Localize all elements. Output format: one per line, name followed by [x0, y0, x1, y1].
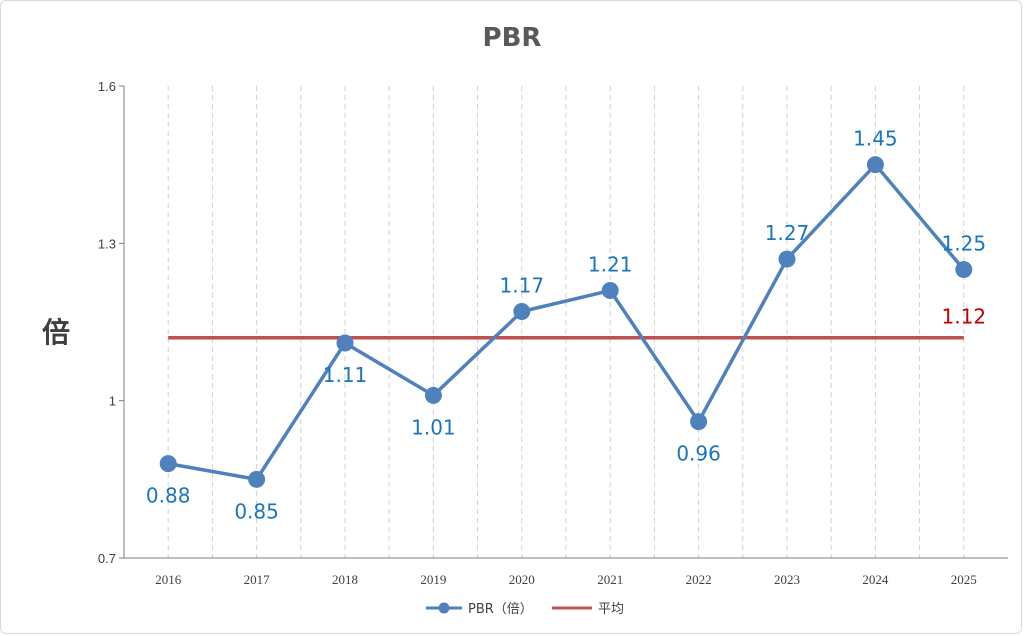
pbr-series-line — [167, 162, 966, 482]
average-data-label: 1.12 — [942, 305, 987, 329]
pbr-data-label: 1.01 — [411, 415, 456, 439]
chart-title: PBR — [483, 23, 542, 53]
pbr-data-point — [866, 156, 884, 174]
pbr-data-point — [513, 303, 531, 321]
pbr-data-point — [601, 282, 619, 300]
pbr-data-label: 1.17 — [500, 274, 545, 298]
y-tick-label: 1 — [109, 394, 116, 409]
pbr-data-point — [690, 413, 708, 431]
x-tick-label: 2018 — [332, 572, 358, 587]
x-tick-label: 2024 — [862, 572, 889, 587]
y-tick-label: 1.6 — [98, 79, 116, 94]
axes: 0.7 1 1.3 1.6 2016 2017 2018 2019 2020 2021 2022 20… — [98, 79, 1008, 587]
pbr-data-point — [778, 250, 796, 268]
x-tick-label: 2023 — [774, 572, 800, 587]
x-tick-label: 2017 — [244, 572, 271, 587]
pbr-data-label: 0.88 — [146, 484, 191, 508]
legend-pbr-marker — [438, 602, 450, 614]
legend: PBR（倍） 平均 — [426, 602, 624, 617]
x-tick-label: 2019 — [420, 572, 446, 587]
grid-lines — [167, 86, 965, 558]
pbr-data-label: 0.96 — [676, 442, 721, 466]
pbr-data-point — [159, 455, 177, 473]
pbr-data-point — [424, 386, 442, 404]
pbr-data-label: 1.45 — [853, 127, 898, 151]
pbr-data-label: 1.21 — [588, 253, 633, 277]
y-tick-label: 0.7 — [98, 551, 116, 566]
series-layer — [159, 156, 973, 488]
pbr-data-label: 1.27 — [765, 221, 810, 245]
legend-average-label: 平均 — [598, 602, 624, 617]
y-axis-label: 倍 — [42, 316, 70, 349]
data-labels: 1.12 0.88 0.85 1.11 1.01 1.17 1.21 0.96 1.27 1.45… — [146, 127, 986, 524]
x-tick-label: 2021 — [597, 572, 623, 587]
x-tick-label: 2016 — [155, 572, 182, 587]
pbr-data-point — [336, 334, 354, 352]
y-tick-label: 1.3 — [98, 236, 116, 251]
x-tick-label: 2020 — [509, 572, 535, 587]
pbr-data-label: 1.11 — [323, 363, 368, 387]
pbr-data-point — [248, 470, 266, 488]
legend-pbr-label: PBR（倍） — [468, 602, 533, 617]
pbr-data-label: 0.85 — [234, 499, 279, 523]
pbr-data-point — [955, 261, 973, 279]
x-tick-label: 2022 — [686, 572, 712, 587]
pbr-data-label: 1.25 — [942, 232, 987, 256]
x-tick-label: 2025 — [951, 572, 977, 587]
